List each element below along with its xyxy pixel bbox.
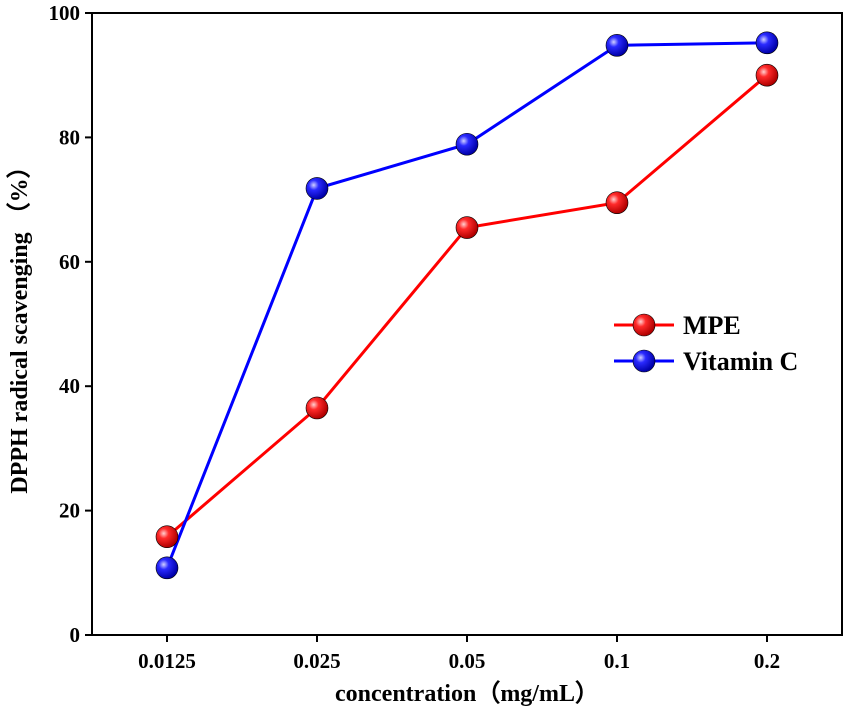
y-tick-label: 80 [59,125,80,149]
data-point [305,177,329,200]
x-axis: 0.0125 0.025 0.05 0.1 0.2 [138,635,780,673]
y-tick-label: 60 [59,250,80,274]
y-axis: 0 20 40 60 80 100 [49,1,92,647]
legend: MPE Vitamin C [614,311,798,376]
data-point [155,525,179,549]
y-axis-title: DPPH radical scavenging （%） [6,154,33,493]
data-point [155,556,179,580]
legend-marker [632,349,656,373]
x-tick-label: 0.2 [754,649,780,673]
data-point [455,132,479,156]
y-tick-label: 100 [49,1,81,25]
data-point [605,191,629,215]
series-line [165,41,768,569]
data-point [605,34,629,57]
data-point [755,63,779,87]
x-axis-title: concentration（mg/mL） [335,680,599,707]
x-tick-label: 0.1 [604,649,630,673]
legend-label: Vitamin C [683,347,798,376]
data-point [455,216,479,239]
data-point [305,396,329,420]
y-tick-label: 0 [70,623,81,647]
legend-marker [632,313,656,337]
x-tick-label: 0.025 [293,649,340,673]
x-tick-label: 0.05 [449,649,486,673]
data-point [755,31,779,55]
legend-label: MPE [683,311,741,340]
series-layer [155,31,779,580]
x-tick-label: 0.0125 [138,649,196,673]
y-tick-label: 40 [59,374,80,398]
y-tick-label: 20 [59,499,80,523]
